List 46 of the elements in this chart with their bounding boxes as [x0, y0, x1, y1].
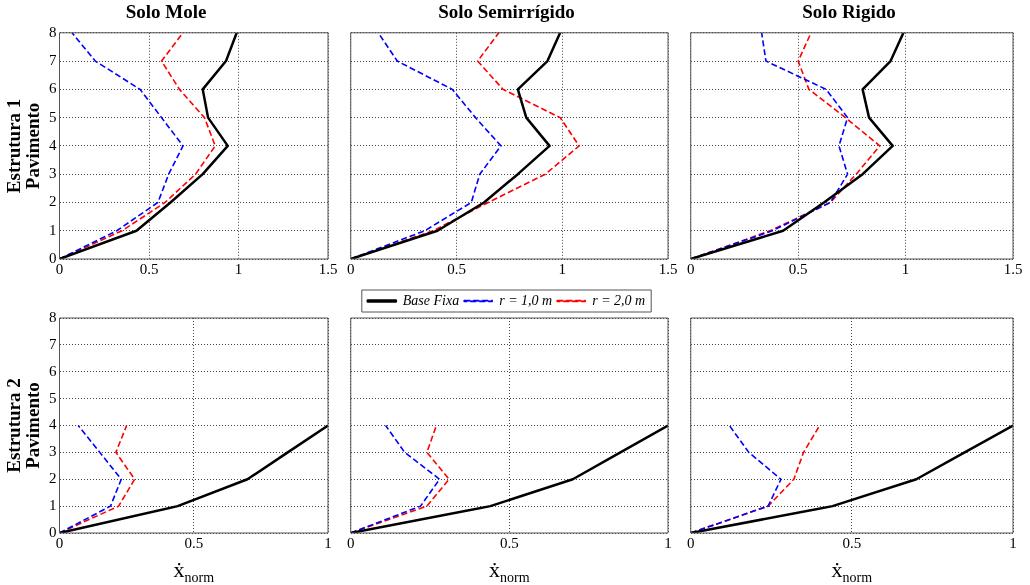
- y-axis-title: Estrutura 2 Pavimento: [3, 378, 44, 473]
- legend-label: r = 1,0 m: [499, 292, 553, 308]
- legend-label: r = 2,0 m: [592, 292, 646, 308]
- chart-title: Solo Semirrígido: [438, 1, 575, 23]
- chart-title: Solo Rigido: [802, 1, 896, 23]
- x-tick-label: 1: [234, 260, 243, 277]
- x-tick-label: 0: [687, 260, 695, 277]
- x-tick-label: 1: [901, 260, 910, 277]
- y-tick-label: 2: [49, 470, 57, 487]
- y-tick-label: 6: [49, 80, 57, 97]
- y-tick-label: 8: [49, 23, 57, 40]
- x-tick-label: 1: [324, 534, 332, 551]
- y-tick-label: 6: [49, 362, 57, 379]
- x-tick-label: 1.5: [658, 260, 678, 277]
- y-tick-label: 0: [49, 249, 57, 266]
- x-tick-label: 1.5: [1003, 260, 1023, 277]
- y-tick-label: 1: [49, 497, 57, 514]
- y-tick-label: 7: [49, 335, 57, 352]
- y-tick-label: 1: [49, 221, 57, 238]
- y-tick-label: 5: [49, 108, 57, 125]
- legend-label: Base Fixa: [402, 292, 460, 308]
- x-tick-label: 0.5: [139, 260, 159, 277]
- y-tick-label: 7: [49, 52, 57, 69]
- y-tick-label: 3: [49, 165, 57, 182]
- y-tick-label: 3: [49, 443, 57, 460]
- x-tick-label: 0.5: [788, 260, 808, 277]
- y-tick-label: 2: [49, 193, 57, 210]
- x-tick-label: 0.5: [184, 534, 204, 551]
- x-tick-label: 0: [347, 260, 355, 277]
- y-tick-label: 4: [49, 136, 57, 153]
- x-tick-label: 0.5: [500, 534, 519, 551]
- x-tick-label: 0: [347, 534, 355, 551]
- x-tick-label: 0.5: [842, 534, 862, 551]
- x-tick-label: 1: [664, 534, 672, 551]
- y-tick-label: 8: [49, 308, 57, 325]
- x-tick-label: 1: [558, 260, 566, 277]
- x-tick-label: 0.5: [447, 260, 466, 277]
- line-series: [59, 424, 123, 533]
- y-tick-label: 0: [49, 523, 57, 540]
- y-tick-label: 5: [49, 389, 57, 406]
- x-tick-label: 1: [1009, 534, 1017, 551]
- chart-title: Solo Mole: [125, 1, 207, 23]
- y-tick-label: 4: [49, 416, 57, 433]
- x-tick-label: 1.5: [318, 260, 338, 277]
- x-tick-label: 0: [687, 534, 695, 551]
- y-axis-title: Estrutura 1 Pavimento: [3, 98, 44, 194]
